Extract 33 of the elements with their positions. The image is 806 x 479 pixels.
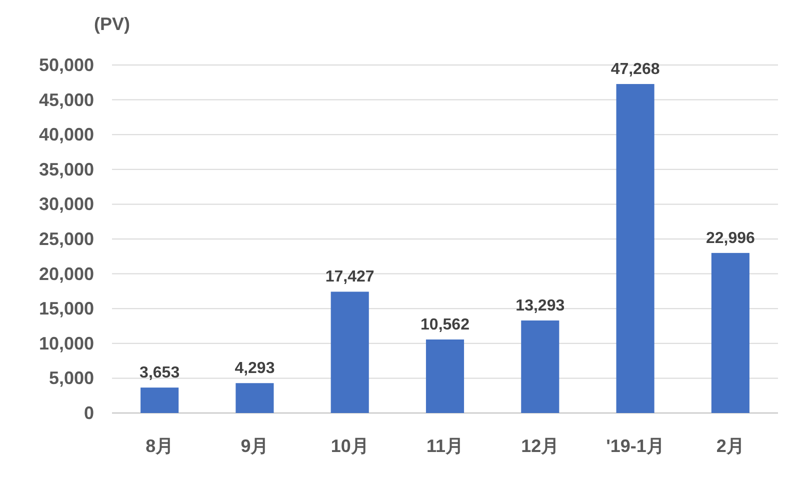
y-tick-label: 35,000 [38, 159, 94, 180]
y-tick-label: 25,000 [38, 229, 94, 249]
y-tick-label: 5,000 [48, 368, 94, 388]
data-label: 47,268 [610, 61, 660, 78]
bar [521, 320, 560, 413]
bar [140, 388, 179, 413]
y-tick-label: 15,000 [38, 298, 94, 319]
y-tick-label: 30,000 [38, 194, 94, 214]
x-tick-label: 2月 [716, 436, 744, 456]
y-tick-label: 0 [84, 403, 94, 423]
bar [616, 84, 654, 413]
y-tick-label: 40,000 [38, 124, 94, 145]
x-tick-label: 10月 [330, 436, 369, 456]
data-label: 10,562 [420, 316, 470, 334]
data-label: 17,427 [325, 268, 374, 286]
bar [236, 383, 274, 413]
data-label: 13,293 [516, 297, 565, 314]
data-label: 22,996 [706, 230, 755, 247]
y-tick-label: 20,000 [38, 264, 94, 284]
data-label: 4,293 [234, 360, 275, 378]
y-tick-label: 45,000 [38, 90, 94, 110]
x-tick-label: 9月 [240, 436, 269, 456]
x-tick-label: 12月 [521, 436, 560, 456]
x-tick-label: 8月 [146, 436, 174, 456]
y-tick-label: 10,000 [38, 333, 94, 354]
bar [711, 252, 750, 413]
x-tick-label: 11月 [426, 436, 464, 456]
bar [426, 339, 464, 413]
bar [330, 292, 369, 413]
data-label: 3,653 [140, 364, 180, 382]
x-tick-label: '19-1月 [606, 436, 664, 456]
y-tick-label: 50,000 [38, 55, 94, 75]
y-axis-title: (PV) [94, 14, 130, 34]
